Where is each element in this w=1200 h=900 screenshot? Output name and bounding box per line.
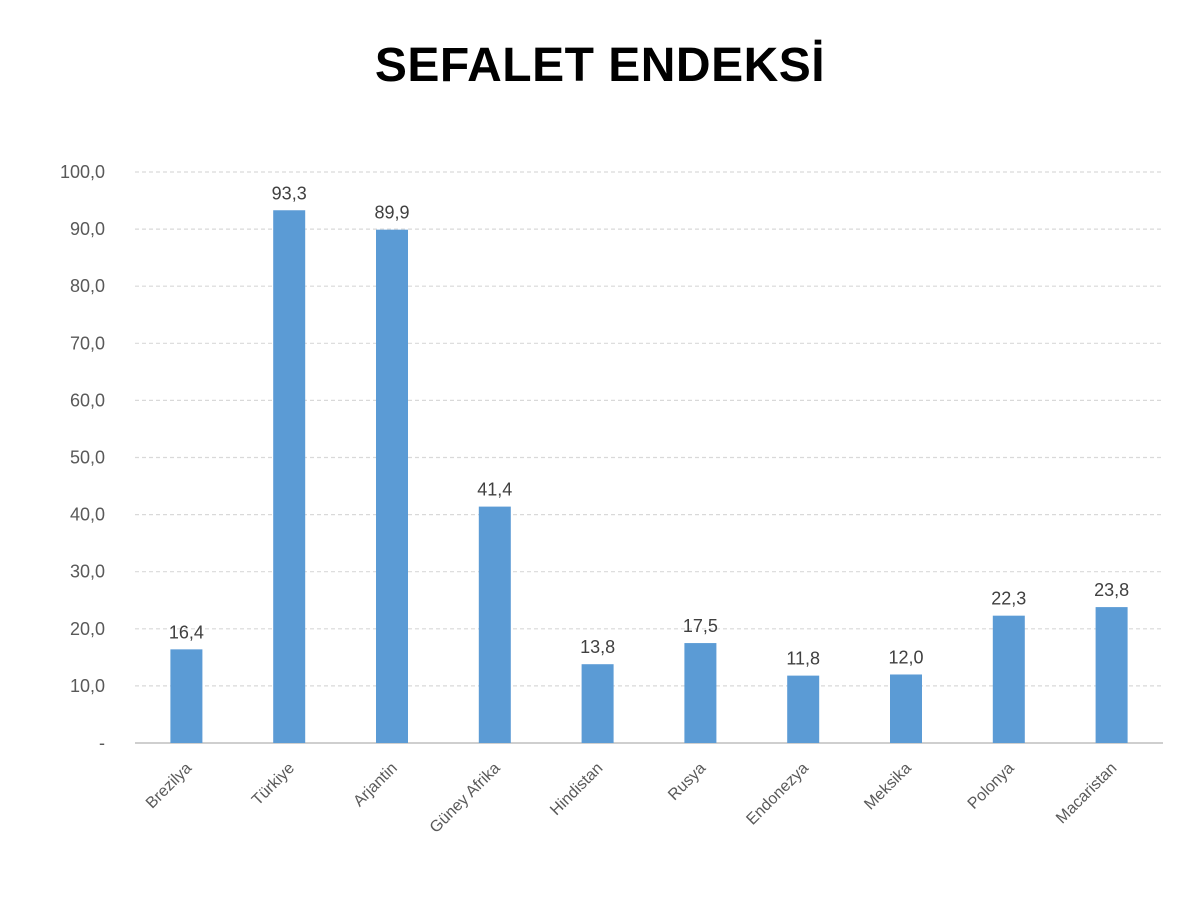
data-label: 89,9: [374, 203, 409, 223]
y-tick-label: 70,0: [70, 333, 105, 353]
category-label: Meksika: [861, 760, 915, 814]
y-tick-label: 80,0: [70, 276, 105, 296]
y-tick-label: 90,0: [70, 219, 105, 239]
y-tick-label: 10,0: [70, 676, 105, 696]
data-label: 41,4: [477, 480, 512, 500]
category-label: Arjantin: [350, 760, 400, 810]
y-tick-label: 50,0: [70, 448, 105, 468]
bar: [478, 506, 511, 743]
y-tick-label: -: [99, 733, 105, 753]
y-axis: - 10,0 20,0 30,0 40,0 50,0 60,0 70,0 80,0 90,0 100…: [60, 162, 105, 753]
y-tick-label: 20,0: [70, 619, 105, 639]
category-label: Polonya: [965, 760, 1018, 813]
data-label: 13,8: [580, 637, 615, 657]
bar: [170, 649, 203, 743]
category-label: Rusya: [665, 760, 709, 804]
y-tick-label: 60,0: [70, 390, 105, 410]
data-label: 16,4: [169, 622, 204, 642]
x-axis: Brezilya Türkiye Arjantin Güney Afrika Hindi…: [143, 760, 1120, 837]
data-label: 12,0: [888, 647, 923, 667]
y-tick-label: 100,0: [60, 162, 105, 182]
bar: [992, 615, 1025, 743]
data-label: 23,8: [1094, 580, 1129, 600]
bar: [376, 229, 408, 743]
bars: [170, 210, 1128, 743]
category-label: Hindistan: [547, 760, 606, 819]
category-label: Güney Afrika: [427, 760, 504, 837]
category-label: Türkiye: [249, 760, 298, 809]
bar: [1095, 607, 1128, 743]
y-tick-label: 40,0: [70, 505, 105, 525]
bar: [787, 675, 820, 743]
data-label: 17,5: [683, 616, 718, 636]
data-label: 93,3: [272, 183, 307, 203]
y-tick-label: 30,0: [70, 562, 105, 582]
bar: [890, 674, 922, 743]
category-label: Macaristan: [1053, 760, 1120, 827]
data-labels: 16,4 93,3 89,9 41,4 13,8 17,5 11,8 12,0 22,3 23,8: [169, 183, 1129, 668]
chart-title: SEFALET ENDEKSİ: [374, 39, 826, 92]
category-label: Brezilya: [143, 760, 195, 812]
bar: [581, 664, 614, 743]
gridlines: [135, 171, 1163, 744]
data-label: 22,3: [991, 589, 1026, 609]
data-label: 11,8: [786, 649, 820, 669]
bar: [273, 210, 306, 743]
category-label: Endonezya: [743, 760, 812, 829]
bar: [684, 643, 717, 743]
